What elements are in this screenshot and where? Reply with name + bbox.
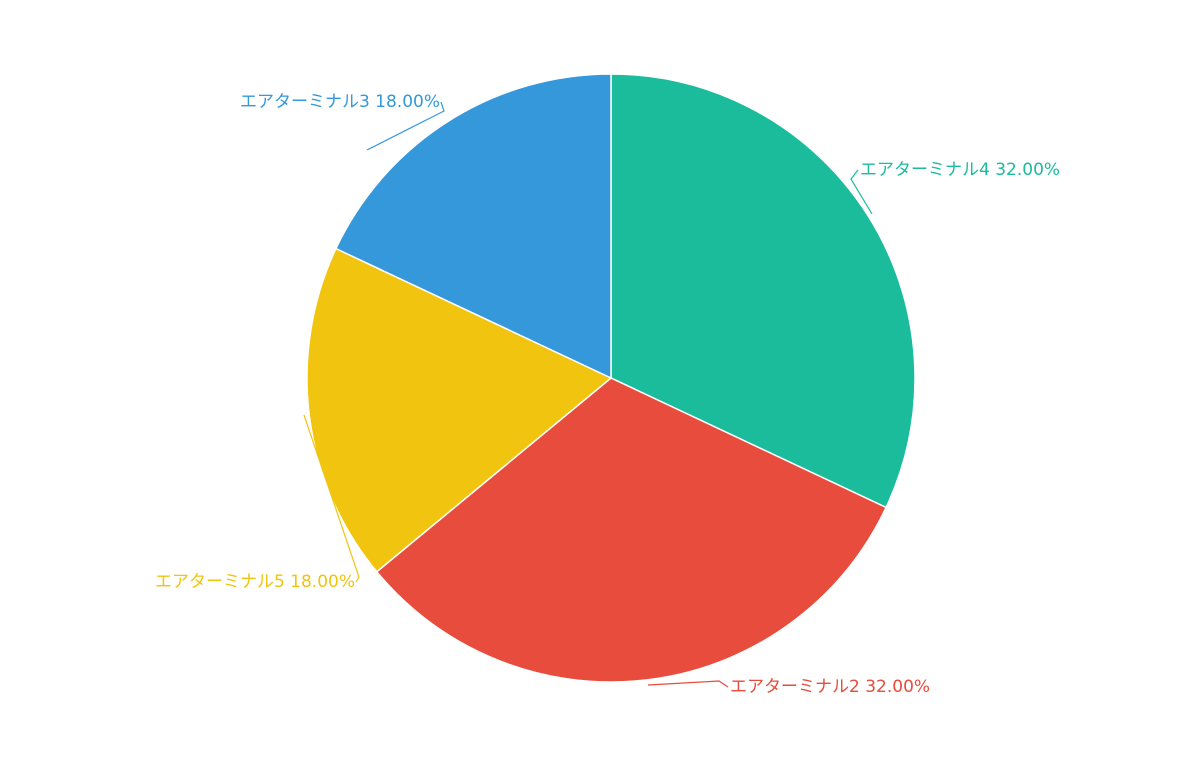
pie-slice-1 <box>610 73 916 509</box>
label-connector-3 <box>303 414 360 583</box>
label-connector-1 <box>850 169 873 215</box>
slice-label-4: エアターミナル3 18.00% <box>240 92 440 112</box>
pie-slice-4 <box>334 73 612 380</box>
label-connector-4 <box>366 101 445 151</box>
slice-label-2: エアターミナル2 32.00% <box>730 677 930 697</box>
slice-label-1: エアターミナル4 32.00% <box>860 160 1060 180</box>
pie-slice-3 <box>306 247 613 573</box>
pie-labels: エアターミナル4 32.00% エアターミナル2 32.00% エアターミナル5 1… <box>155 92 1060 697</box>
pie-slice-2 <box>375 377 888 683</box>
pie-slices <box>306 73 916 683</box>
label-connector-2 <box>647 680 729 688</box>
slice-label-3: エアターミナル5 18.00% <box>155 572 355 592</box>
